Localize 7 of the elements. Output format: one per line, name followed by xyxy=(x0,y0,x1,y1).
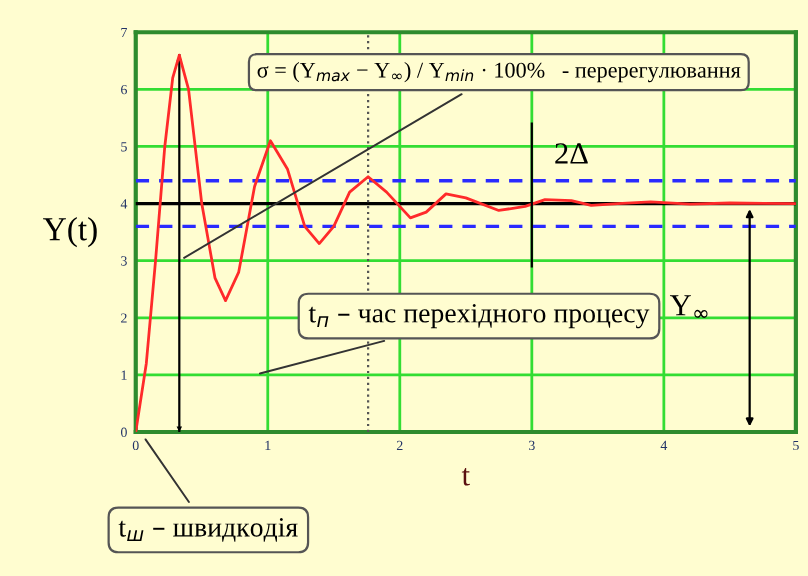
text: t$_{ш}$ – швидкодія xyxy=(118,518,298,542)
annotation: Y$_{∞}$ xyxy=(669,295,708,318)
annotation: t$_{п}$ – час перехідного процесу xyxy=(308,303,650,329)
annotation: σ = (Y$_{max}$ − Y$_{∞}$) / Y$_{min}$ · 100% - перерегулювання xyxy=(257,62,741,83)
annotation: 2Δ xyxy=(555,143,588,164)
y-axis-title: Y(t) xyxy=(43,217,97,248)
x-axis-title: t xyxy=(461,468,470,486)
